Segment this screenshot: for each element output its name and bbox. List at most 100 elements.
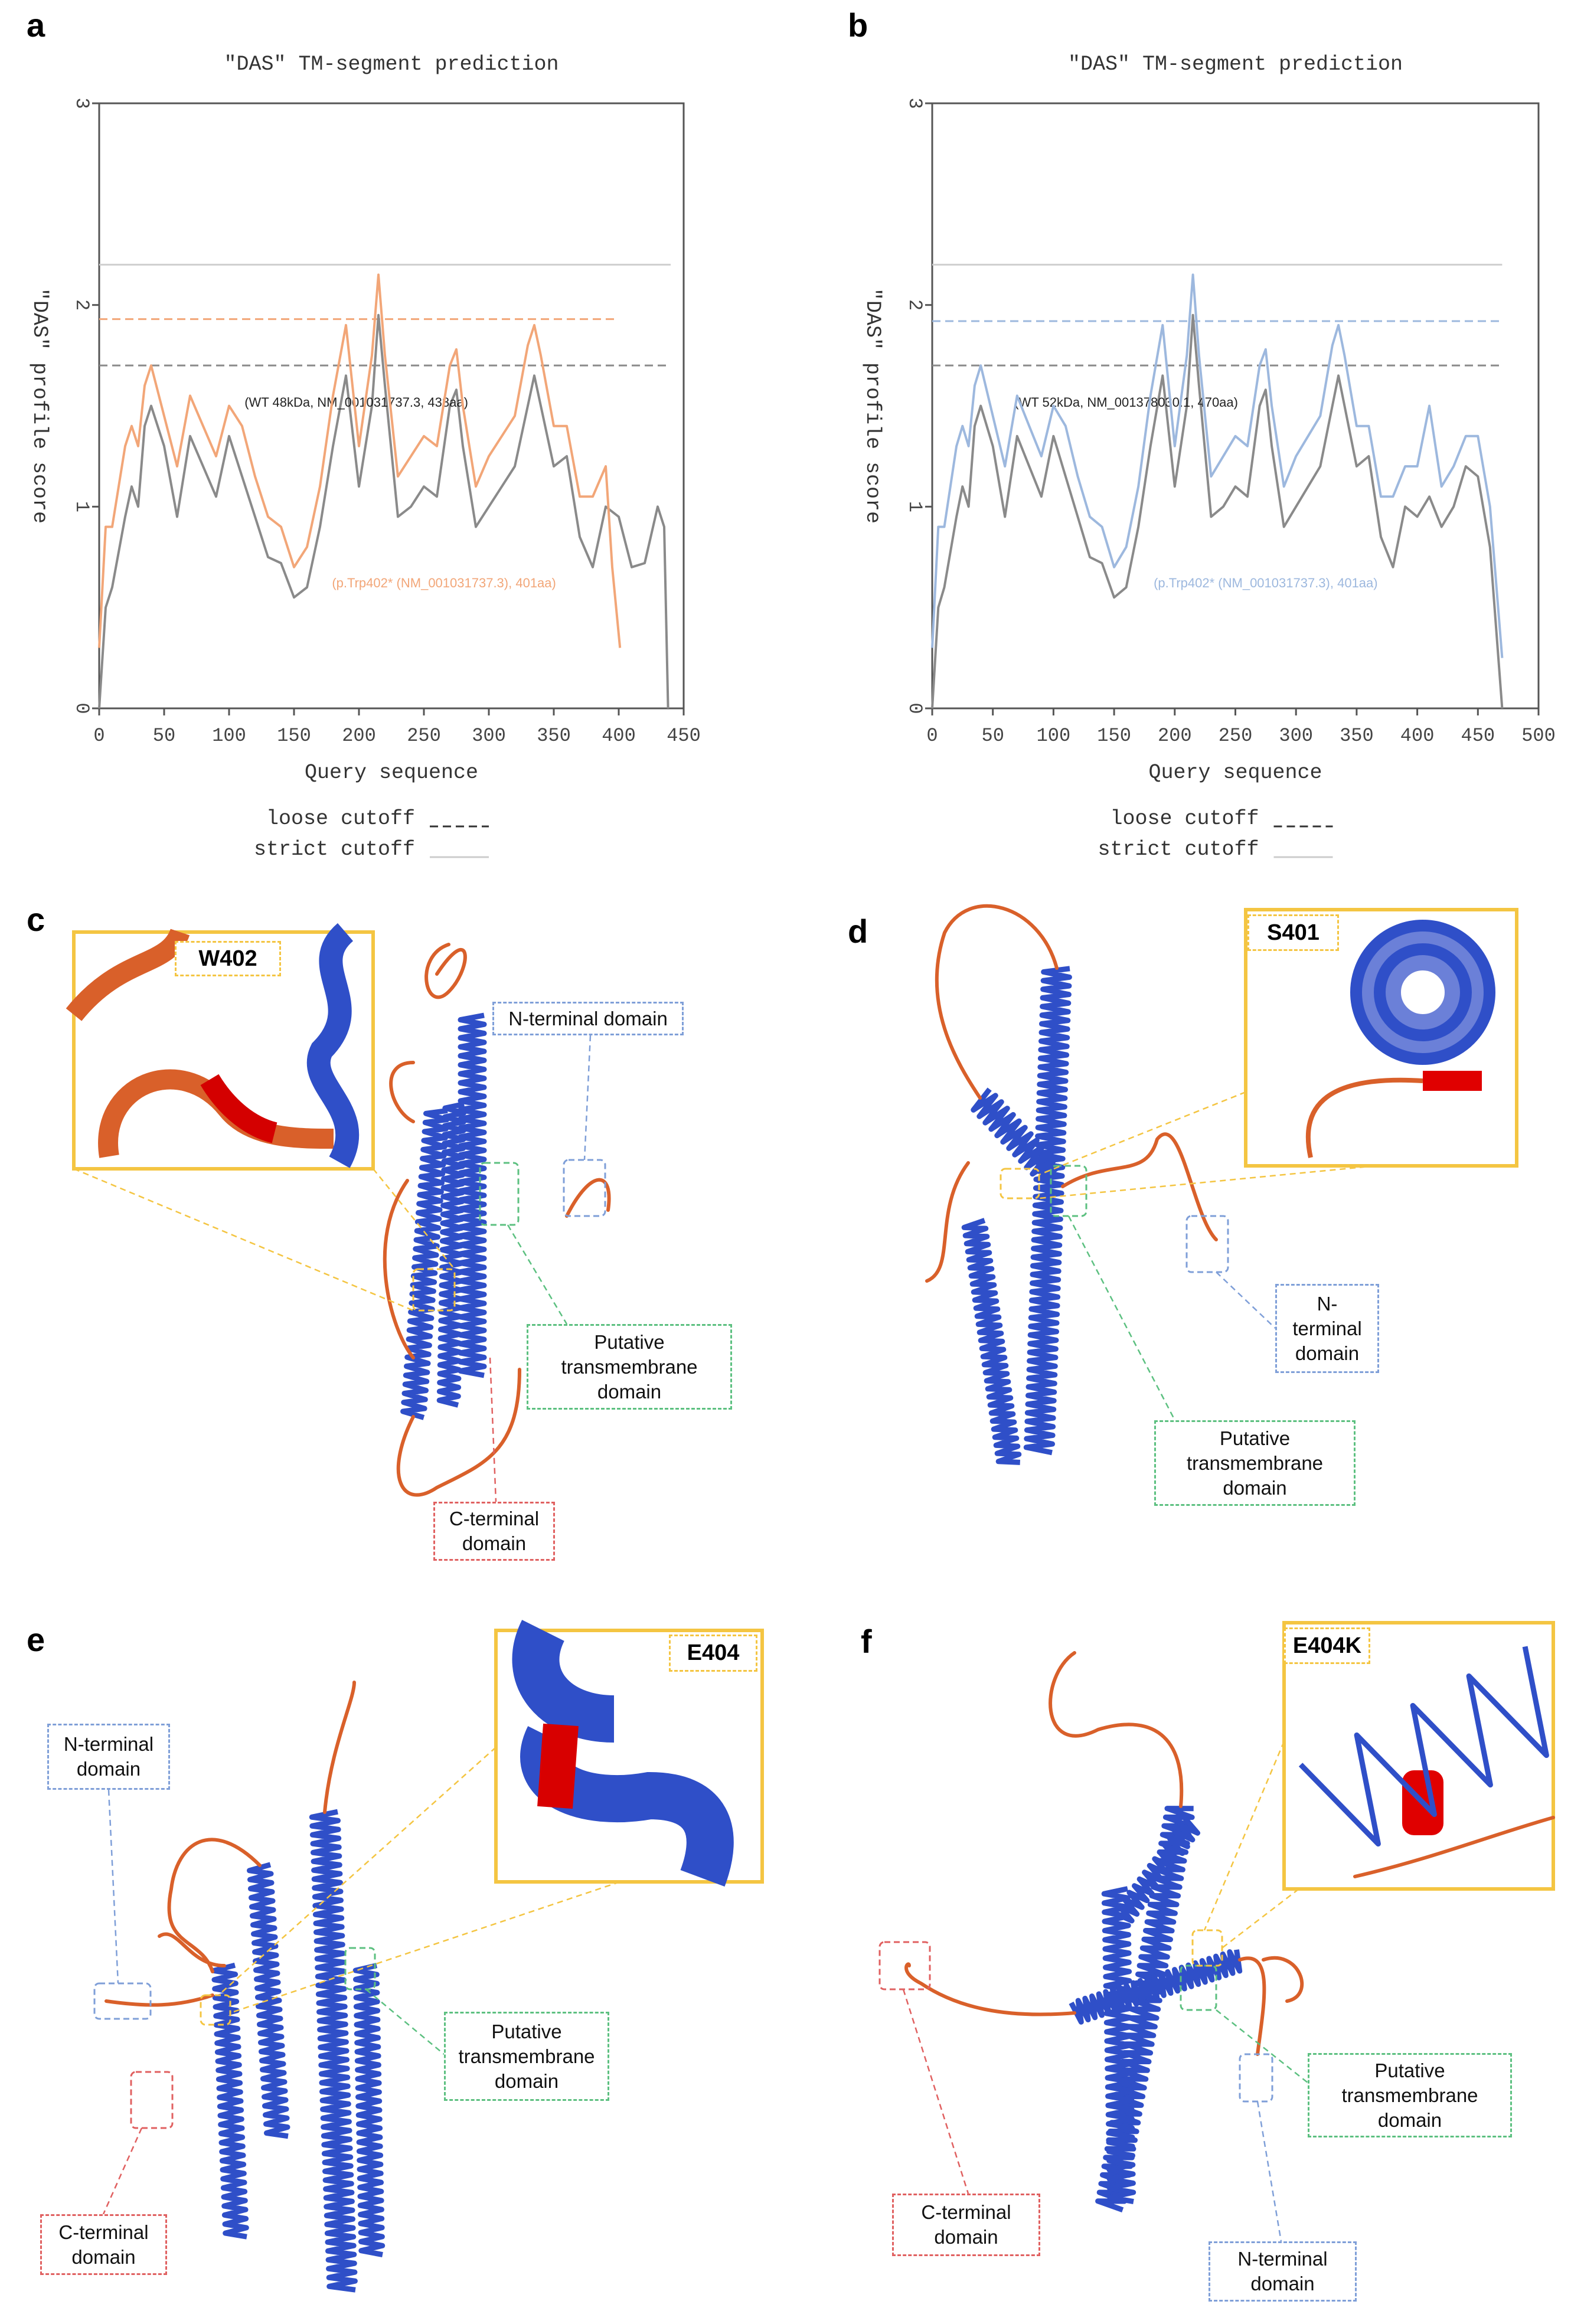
series-label: (p.Trp402* (NM_001031737.3), 401aa) — [1154, 576, 1378, 590]
ribbon — [537, 1723, 579, 1809]
x-tick-label: 200 — [1158, 725, 1192, 747]
x-tick-label: 100 — [1037, 725, 1071, 747]
helix — [400, 1107, 450, 1420]
x-tick-label: 500 — [1521, 725, 1556, 747]
region-box — [1239, 2053, 1273, 2103]
region-box — [878, 1941, 931, 1990]
y-tick-label: 3 — [904, 97, 926, 109]
helix — [961, 1218, 1022, 1465]
y-tick-label: 2 — [904, 299, 926, 310]
y-axis-label: "DAS" profile score — [861, 288, 884, 524]
region-box — [1191, 1929, 1223, 1967]
helix — [309, 1809, 358, 2293]
x-axis-label: Query sequence — [1148, 761, 1322, 785]
connector — [583, 1035, 592, 1161]
loop — [1353, 1816, 1555, 1878]
panel-label: f — [861, 1623, 872, 1660]
domain-callout: N-terminal domain — [492, 1002, 684, 1035]
connector — [1221, 1888, 1299, 1949]
legend-label: loose cutoff — [1110, 807, 1259, 831]
x-tick-label: 350 — [1340, 725, 1374, 747]
x-tick-label: 250 — [1219, 725, 1253, 747]
y-tick-label: 1 — [904, 501, 926, 512]
helix — [247, 1862, 290, 2139]
panel-label: e — [27, 1621, 45, 1658]
inset-content — [66, 923, 360, 1168]
loop — [904, 1651, 1304, 2056]
y-tick-label: 2 — [71, 299, 93, 310]
helix — [458, 1012, 487, 1378]
x-tick-label: 0 — [926, 725, 938, 747]
region-box — [479, 1162, 520, 1226]
x-tick-label: 150 — [277, 725, 311, 747]
plot-frame — [98, 102, 685, 710]
helix-ring — [1362, 931, 1484, 1053]
connector — [1216, 1272, 1276, 1329]
series-label: (WT 48kDa, NM_001031737.3, 438aa) — [244, 395, 468, 410]
site-label: E404 — [669, 1635, 757, 1672]
connector — [107, 1789, 119, 1984]
domain-callout: N-terminal domain — [1209, 2241, 1357, 2302]
x-tick-label: 400 — [1400, 725, 1435, 747]
x-tick-label: 200 — [342, 725, 376, 747]
region-box — [563, 1159, 606, 1217]
connector — [1203, 1741, 1285, 1931]
x-tick-label: 50 — [981, 725, 1004, 747]
y-tick-label: 0 — [904, 702, 926, 714]
connector — [1256, 2101, 1282, 2242]
connector — [218, 1747, 497, 1996]
connector — [1038, 1165, 1376, 1199]
domain-callout: Putative transmembrane domain — [527, 1324, 732, 1410]
helix — [436, 1101, 467, 1408]
y-axis-label: "DAS" profile score — [28, 288, 51, 524]
series-line — [98, 313, 669, 709]
ribbon — [200, 1074, 277, 1143]
legend-label: loose cutoff — [266, 807, 415, 831]
region-box — [412, 1268, 456, 1312]
series-line — [931, 273, 1504, 658]
helix — [1298, 1646, 1549, 1847]
site-label: W402 — [175, 941, 281, 976]
x-tick-label: 50 — [153, 725, 175, 747]
loop — [925, 904, 1218, 1283]
connector — [902, 1989, 969, 2194]
loop — [383, 943, 611, 1497]
connector — [489, 1357, 497, 1502]
series-line — [931, 313, 1504, 709]
y-tick-label: 0 — [71, 702, 93, 714]
x-tick-label: 450 — [1461, 725, 1495, 747]
legend-label: strict cutoff — [254, 838, 415, 861]
panel-label: a — [27, 6, 45, 44]
connector — [373, 1168, 455, 1270]
x-tick-label: 400 — [602, 725, 636, 747]
helix — [1023, 966, 1072, 1456]
connector — [230, 1881, 620, 2014]
domain-callout: C-terminal domain — [40, 2214, 167, 2275]
x-axis-label: Query sequence — [305, 761, 478, 785]
y-tick-label: 3 — [71, 97, 93, 109]
legend-label: strict cutoff — [1098, 838, 1259, 861]
loop — [104, 1681, 356, 2007]
helix-ring — [1374, 943, 1472, 1041]
chart-title: "DAS" TM-segment prediction — [1068, 53, 1403, 76]
ribbon — [1305, 1077, 1423, 1158]
helix-ring — [1386, 955, 1460, 1029]
x-tick-label: 450 — [667, 725, 701, 747]
x-tick-label: 0 — [93, 725, 104, 747]
connector — [365, 1989, 445, 2055]
panel-label: c — [27, 901, 45, 938]
inset-content — [1305, 920, 1495, 1158]
connector — [1216, 2009, 1317, 2090]
x-tick-label: 350 — [537, 725, 571, 747]
domain-callout: N-terminal domain — [1275, 1284, 1379, 1373]
x-tick-label: 300 — [1279, 725, 1313, 747]
inset-frame — [1282, 1621, 1555, 1891]
connector — [73, 1168, 414, 1312]
domain-callout: Putative transmembrane domain — [444, 2012, 609, 2101]
connector — [507, 1224, 568, 1325]
domain-callout: Putative transmembrane domain — [1308, 2053, 1512, 2137]
connector — [1067, 1215, 1176, 1421]
domain-callout: Putative transmembrane domain — [1154, 1420, 1356, 1506]
